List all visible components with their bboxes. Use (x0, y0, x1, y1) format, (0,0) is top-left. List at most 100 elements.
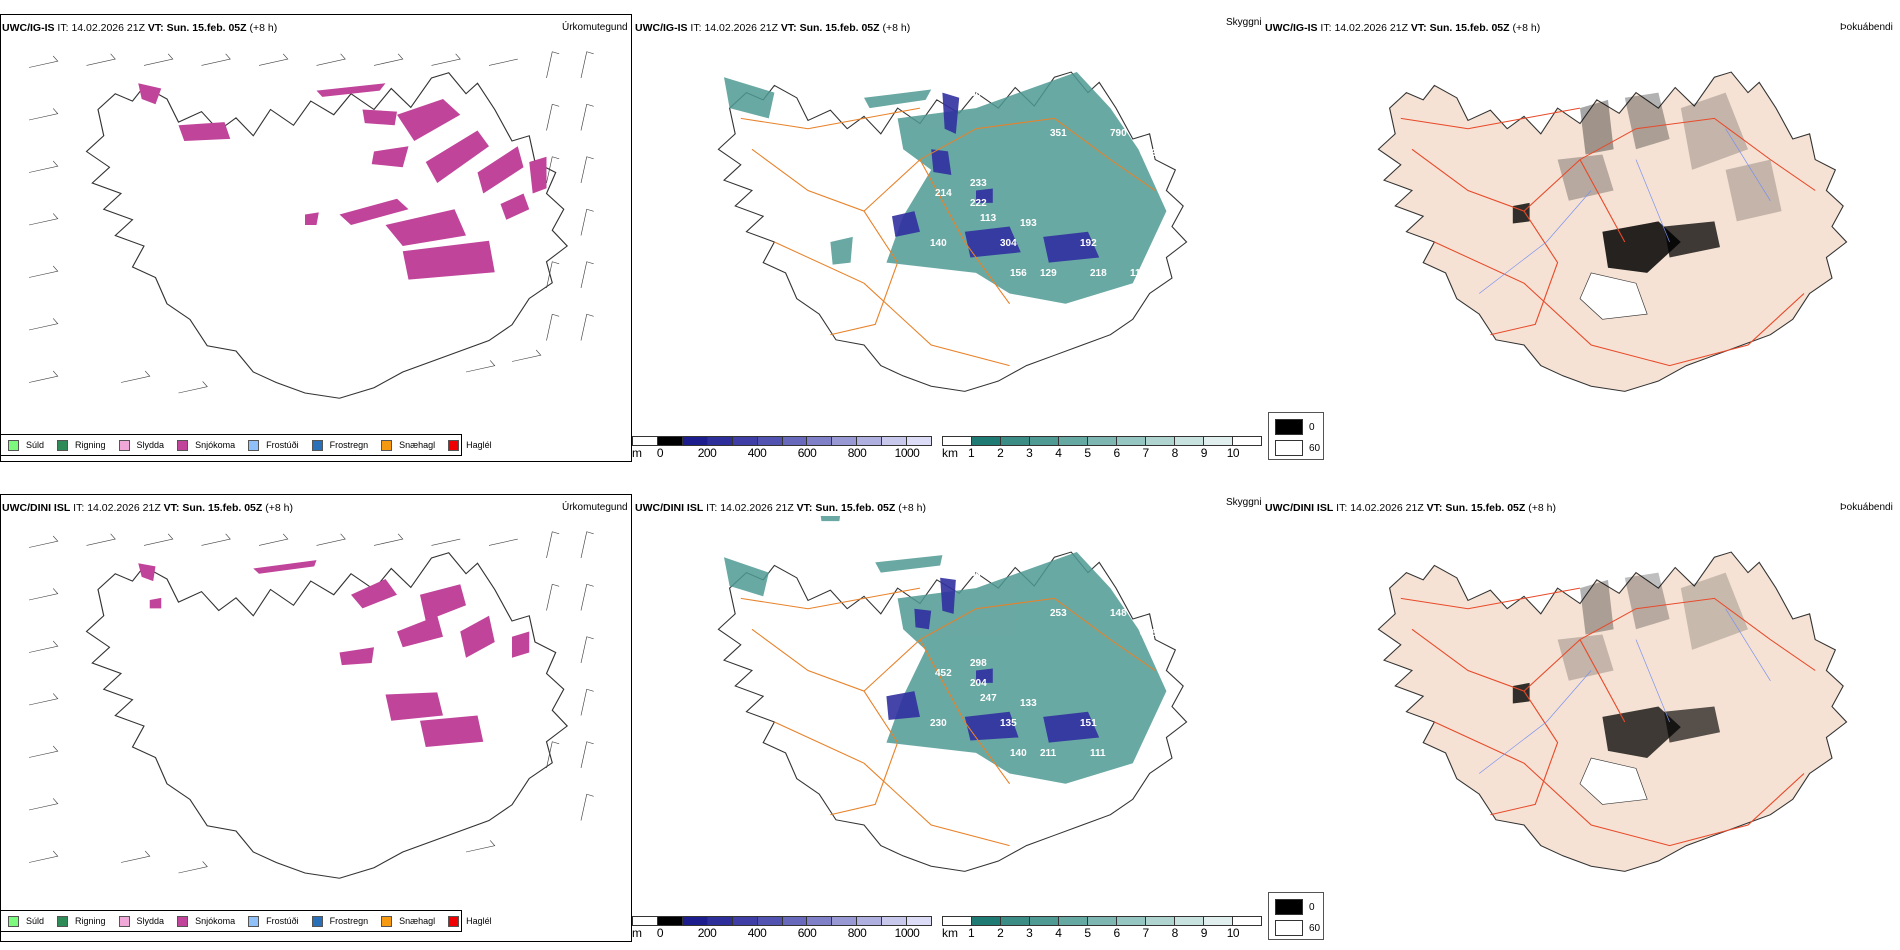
colorbar-cell (1030, 917, 1059, 925)
cloud-base-label: 247 (980, 693, 997, 704)
cloud-base-label: 129 (1040, 268, 1057, 279)
colorbar-cell (1059, 917, 1088, 925)
precip-panel-title: Úrkomutegund (562, 22, 628, 33)
colorbar-tick: 4 (1055, 926, 1062, 940)
cloud-base-label: 304 (1000, 238, 1017, 249)
colorbar-cell (832, 437, 858, 445)
cloud-base-label: 218 (1090, 268, 1107, 279)
colorbar-cell (707, 437, 733, 445)
colorbar-cell (707, 917, 733, 925)
cloud-base-label: 140 (930, 238, 947, 249)
colorbar-tick: 200 (697, 926, 717, 940)
cloud-base-label: 342 (970, 568, 987, 579)
colorbar-tick: 5 (1084, 446, 1091, 460)
colorbar-cell (1146, 917, 1175, 925)
model-name: UWC/IG-IS (2, 22, 55, 34)
init-time: 14.02.2026 21Z (71, 22, 145, 34)
colorbar-cell (807, 437, 833, 445)
cloud-base-label: 653 (1140, 148, 1157, 159)
fog-index-map[interactable] (1300, 36, 1900, 426)
colorbar-tick: 2 (997, 926, 1004, 940)
fog-areas (1512, 92, 1782, 273)
colorbar-tick: 800 (847, 926, 867, 940)
colorbar-tick: 1 (967, 446, 975, 460)
colorbar-tick: 3 (1026, 446, 1033, 460)
cloud-base-label: 192 (1080, 238, 1097, 249)
legend-item-frostudi: Frostúði (248, 439, 299, 451)
colorbar-cell (682, 437, 708, 445)
visibility-colorbar: km 1 2 3 4 5 6 7 8 9 10 (942, 436, 1262, 460)
cloud-base-label: 113 (980, 213, 997, 224)
low-visibility-areas (724, 516, 1167, 784)
precip-panel-title: Úrkomutegund (562, 502, 628, 513)
legend-item-slydda: Slydda (118, 439, 164, 451)
cloud-base-label: 133 (1020, 698, 1037, 709)
visibility-panel-title: Skyggni (1226, 497, 1262, 508)
colorbar-tick: 400 (747, 446, 767, 460)
precip-type-map[interactable] (1, 516, 631, 906)
legend-item-frostregn: Frostregn (311, 915, 368, 927)
legend-item-suld: Súld (8, 439, 44, 451)
colorbar-tick: 10 (1226, 926, 1240, 940)
snow-areas (138, 560, 530, 747)
colorbar-tick: 6 (1113, 446, 1120, 460)
colorbar-cell (807, 917, 833, 925)
colorbar-tick: 0 (656, 926, 664, 940)
colorbar-cell (857, 917, 883, 925)
colorbar-cell (1117, 917, 1146, 925)
fog-index-map[interactable] (1300, 516, 1900, 906)
precip-panel-header: UWC/DINI ISL IT: 14.02.2026 21Z VT: Sun.… (2, 502, 293, 514)
cloud-base-label: 383 (970, 88, 987, 99)
colorbar-tick: 5 (1084, 926, 1091, 940)
legend-item-snjokoma: Snjókoma (177, 439, 235, 451)
colorbar-cell (1233, 917, 1261, 925)
cloud-base-areas (886, 577, 1100, 743)
cloud-base-label: 148 (1110, 608, 1127, 619)
lead-time: (+8 h) (249, 22, 278, 34)
colorbar-tick: 7 (1142, 446, 1150, 460)
colorbar-tick: 9 (1200, 926, 1208, 940)
colorbar-unit: m (632, 446, 642, 460)
cloud-base-colorbar: m 0 200 400 600 800 1000 (632, 436, 932, 460)
colorbar-tick: 2 (997, 446, 1004, 460)
cloud-base-label: 135 (1000, 718, 1017, 729)
visibility-colorbar: km 1 2 3 4 5 6 7 8 9 10 (942, 916, 1262, 940)
colorbar-cell (633, 917, 658, 925)
colorbar-cell (972, 917, 1001, 925)
colorbar-cell (633, 437, 658, 445)
cloud-base-label: 351 (1050, 128, 1067, 139)
fog-legend: 0 60 (1268, 892, 1324, 940)
colorbar-cell (972, 437, 1001, 445)
precip-panel-frame (0, 494, 632, 942)
colorbar-tick: 6 (1113, 926, 1120, 940)
colorbar-cell (1088, 437, 1117, 445)
colorbar-tick: 400 (747, 926, 767, 940)
colorbar-cell (943, 917, 972, 925)
legend-item-haglel: Haglél (448, 915, 492, 927)
wind-barbs (28, 51, 594, 394)
fog-panel-header: UWC/DINI ISL IT: 14.02.2026 21Z VT: Sun.… (1265, 502, 1556, 514)
precip-type-map[interactable] (1, 36, 631, 426)
visibility-panel-header: UWC/IG-IS IT: 14.02.2026 21Z VT: Sun. 15… (635, 22, 911, 34)
precip-type-legend: Súld Rigning Slydda Snjókoma Frostúði Fr… (0, 434, 492, 456)
snow-areas (138, 83, 547, 280)
cloud-base-label: 230 (930, 718, 947, 729)
wind-barbs (28, 531, 594, 874)
colorbar-tick: 9 (1200, 446, 1208, 460)
legend-item-slydda: Slydda (118, 915, 164, 927)
colorbar-tick: 10 (1226, 446, 1240, 460)
legend-item-rigning: Rigning (57, 915, 106, 927)
colorbar-unit: m (632, 926, 642, 940)
cloud-base-label: 211 (1040, 748, 1057, 759)
colorbar-cell (1001, 437, 1030, 445)
colorbar-cell (1175, 917, 1204, 925)
colorbar-tick: 1 (967, 926, 975, 940)
fog-areas (1512, 572, 1748, 759)
legend-item-frostregn: Frostregn (311, 439, 368, 451)
cloud-base-label: 452 (935, 668, 952, 679)
colorbar-cell (732, 437, 758, 445)
colorbar-cell (943, 437, 972, 445)
